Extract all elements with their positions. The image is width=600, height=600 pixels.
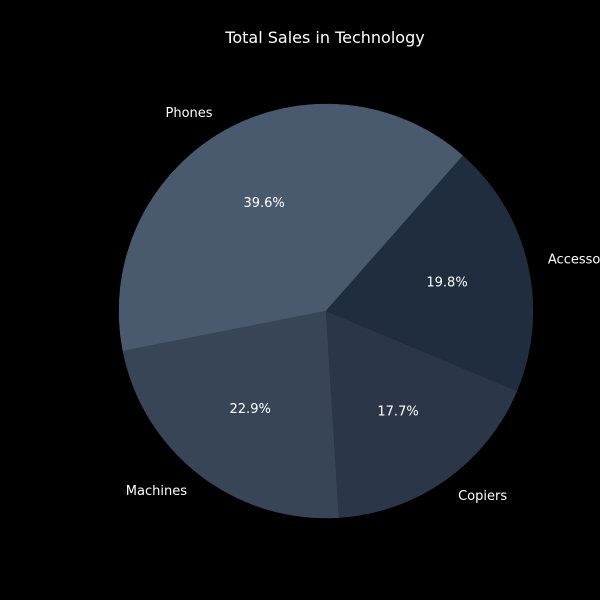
pie-slice-copiers <box>325 310 518 518</box>
pie-slice-phones <box>118 103 464 352</box>
pct-label-accessories: 19.8% <box>426 276 467 291</box>
pie-slice-machines <box>122 310 340 519</box>
pct-label-machines: 22.9% <box>230 402 271 417</box>
slice-label-machines: Machines <box>126 484 187 499</box>
slice-label-phones: Phones <box>166 106 213 121</box>
slice-label-copiers: Copiers <box>458 489 507 504</box>
pie-labels: 39.6% Phones 22.9% Machines 17.7% Copiers 19.8… <box>126 106 600 504</box>
pie-slices <box>118 103 534 519</box>
pct-label-copiers: 17.7% <box>377 405 418 420</box>
chart-title: Total Sales in Technology <box>224 28 424 47</box>
pie-slice-accessories <box>325 155 534 392</box>
pct-label-phones: 39.6% <box>243 196 284 211</box>
slice-label-accessories: Accessories <box>548 252 600 267</box>
